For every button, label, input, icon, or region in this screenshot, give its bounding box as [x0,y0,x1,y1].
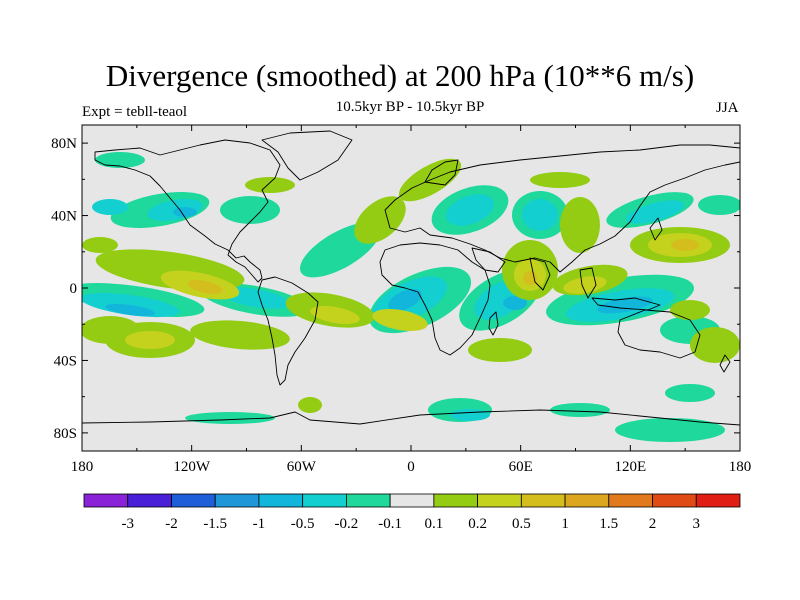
colorbar-label: -1 [253,516,266,532]
lat-label: 0 [70,281,78,297]
indonesia-coast [591,297,661,311]
colorbar-swatch [652,493,697,508]
lon-label: 60W [287,459,317,475]
lon-label: 0 [407,459,415,475]
colorbar-swatch [345,493,391,508]
colorbar-label: 0.2 [468,516,487,532]
north-america-coast [94,139,281,283]
season-label: JJA [716,100,739,116]
divergence-field [82,152,740,442]
field-strong-positive [187,239,699,294]
colorbar-label: 1 [561,516,569,532]
colorbar-label: 3 [693,516,701,532]
colorbar-swatch [564,493,610,508]
colorbar-label: -2 [165,516,178,532]
colorbar-swatch [520,493,566,508]
lon-label: 180 [71,459,94,475]
colorbar-label: -0.1 [378,516,402,532]
colorbar-label: -3 [121,516,134,532]
southeast-asia-coast [579,267,597,299]
colorbar-swatch [214,493,260,508]
map-title: Divergence (smoothed) at 200 hPa (10**6 … [105,58,695,93]
lon-label: 180 [729,459,752,475]
colorbar-label: -1.5 [203,516,227,532]
period-label: 10.5kyr BP - 10.5kyr BP [335,99,485,115]
lon-label: 120W [173,459,211,475]
colorbar-label: -0.2 [335,516,359,532]
madagascar-coast [488,311,499,336]
europe-asia-coast [384,144,740,273]
colorbar-swatch [258,493,304,508]
lat-label: 40S [54,353,77,369]
colorbar: -3 -2 -1.5 -1 -0.5 -0.2 -0.1 0.1 0.2 0.5 1 1.5 2 3 [83,493,741,532]
south-america-coast [257,276,319,386]
lat-label: 80S [54,426,77,442]
experiment-label: Expt = tebll-teaol [82,104,188,120]
lon-label: 60E [509,459,533,475]
colorbar-label: 0.5 [512,516,531,532]
india-coast [529,257,551,291]
arabia-coast [471,247,506,273]
latitude-axis: 80N 40N 0 40S 80S [51,136,740,442]
colorbar-swatch [127,493,172,508]
scandinavia-coast [424,159,459,186]
colorbar-label: 1.5 [599,516,618,532]
lon-label: 120E [614,459,646,475]
africa-coast [379,242,491,356]
coastlines [82,130,740,426]
colorbar-swatch [477,493,522,508]
longitude-axis: 180 120W 60W 0 60E 120E 180 [71,125,752,475]
australia-coast [617,309,701,359]
colorbar-swatch [433,493,479,508]
new-zealand-coast [719,354,731,373]
lat-label: 40N [51,209,77,225]
colorbar-swatch [389,493,435,508]
colorbar-label: -0.5 [291,516,315,532]
colorbar-swatch [608,493,653,508]
colorbar-swatch [695,493,741,508]
colorbar-swatch [83,493,129,508]
lat-label: 80N [51,136,77,152]
field-strong-negative [105,207,653,317]
colorbar-label: 0.1 [424,516,443,532]
colorbar-swatch [302,493,347,508]
colorbar-swatch [171,493,216,508]
colorbar-label: 2 [649,516,657,532]
greenland-coast [261,130,353,181]
japan-coast [649,217,663,241]
antarctica-coast [82,409,740,426]
